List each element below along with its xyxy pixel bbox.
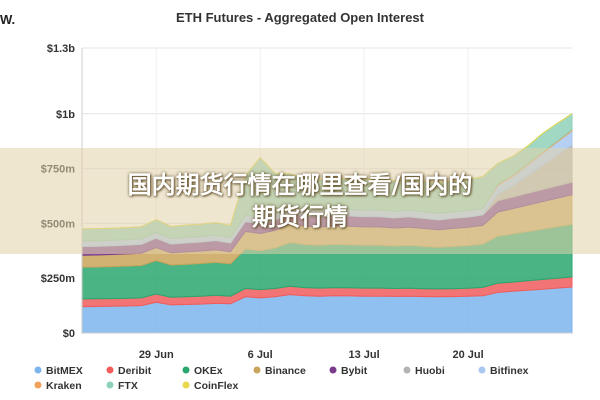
overlay-headline-line-1: 国内期货行情在哪里查看/国内的 bbox=[127, 171, 473, 199]
y-tick-label: $250m bbox=[41, 273, 75, 285]
legend-label-bybit: Bybit bbox=[341, 365, 368, 377]
x-tick-label: 6 Jul bbox=[248, 349, 273, 361]
legend-label-ftx: FTX bbox=[118, 380, 138, 392]
legend: BitMEX Deribit OKEx Binance Bybit Huobi Bitfin… bbox=[34, 365, 529, 392]
legend-label-okex: OKEx bbox=[194, 365, 223, 377]
legend-label-kraken: Kraken bbox=[46, 380, 82, 392]
overlay-headline-line-2: 期货行情 bbox=[252, 203, 348, 231]
legend-marker-deribit bbox=[106, 366, 114, 374]
legend-label-binance: Binance bbox=[265, 365, 306, 377]
overlay-banner: 国内期货行情在哪里查看/国内的 期货行情 bbox=[0, 148, 600, 254]
legend-marker-kraken bbox=[34, 381, 42, 389]
chart-title: ETH Futures - Aggregated Open Interest bbox=[176, 10, 425, 25]
legend-marker-huobi bbox=[403, 366, 411, 374]
legend-label-huobi: Huobi bbox=[415, 365, 445, 377]
y-tick-label: $1b bbox=[56, 109, 75, 121]
x-tick-label: 20 Jul bbox=[452, 349, 483, 361]
legend-marker-bitmex bbox=[34, 366, 42, 374]
legend-marker-binance bbox=[253, 366, 261, 374]
x-axis: 29 Jun 6 Jul 13 Jul 20 Jul bbox=[82, 332, 572, 361]
legend-label-coinflex: CoinFlex bbox=[194, 380, 238, 392]
legend-marker-okex bbox=[182, 366, 190, 374]
legend-label-bitfinex: Bitfinex bbox=[490, 365, 529, 377]
legend-marker-coinflex bbox=[182, 381, 190, 389]
y-tick-label: $1.3b bbox=[47, 43, 75, 55]
legend-marker-ftx bbox=[106, 381, 114, 389]
y-tick-label: $0 bbox=[63, 328, 75, 340]
legend-label-deribit: Deribit bbox=[118, 365, 152, 377]
legend-label-bitmex: BitMEX bbox=[46, 365, 83, 377]
legend-marker-bitfinex bbox=[478, 366, 486, 374]
x-tick-label: 13 Jul bbox=[349, 349, 380, 361]
site-logo: W. bbox=[0, 12, 15, 27]
x-tick-label: 29 Jun bbox=[139, 349, 174, 361]
legend-marker-bybit bbox=[329, 366, 337, 374]
